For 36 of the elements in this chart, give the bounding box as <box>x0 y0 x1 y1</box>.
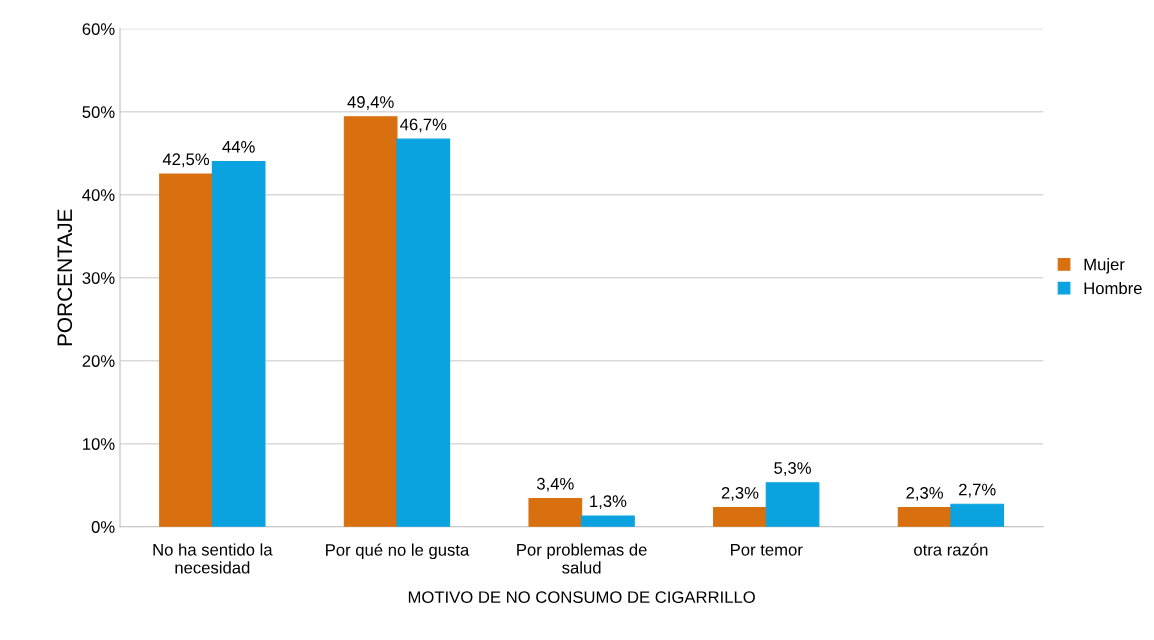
x-tick-label: Por qué no le gusta <box>326 543 470 560</box>
x-tick-label: No ha sentido la necesidad <box>153 543 273 574</box>
bar <box>765 482 820 527</box>
data-label: 49,4% <box>347 96 394 110</box>
bar <box>897 507 952 527</box>
data-label: 46,7% <box>400 118 447 133</box>
y-tick-label: 20% <box>82 355 115 367</box>
y-axis-title: PORCENTAJE <box>57 209 73 346</box>
bar <box>396 138 451 527</box>
bar <box>343 116 398 527</box>
x-tick-label: Por temor <box>731 544 803 556</box>
x-tick-label: otra razón <box>914 543 988 556</box>
bar <box>528 497 583 527</box>
x-axis-title: MOTIVO DE NO CONSUMO DE CIGARRILLO <box>408 591 755 604</box>
data-label: 1,3% <box>590 495 627 510</box>
bar <box>159 173 213 527</box>
data-label: 3,4% <box>536 477 574 492</box>
legend-label: Hombre <box>1084 281 1142 295</box>
y-tick-label: 50% <box>82 106 115 118</box>
y-tick-label: 30% <box>82 272 115 284</box>
y-tick-label: 60% <box>82 23 115 35</box>
data-label: 5,3% <box>774 462 811 476</box>
data-label: 44% <box>222 141 255 153</box>
bar <box>950 503 1005 527</box>
y-tick-label: 40% <box>82 189 115 201</box>
bar <box>713 507 767 527</box>
data-label: 2,7% <box>959 483 996 498</box>
y-tick-label: 0% <box>91 521 115 533</box>
data-label: 2,3% <box>906 486 943 501</box>
data-label: 2,3% <box>721 486 759 501</box>
legend-label: Mujer <box>1084 258 1125 274</box>
x-tick-label: Por problemas de salud <box>517 543 647 574</box>
data-label: 42,5% <box>162 153 210 168</box>
bar <box>211 161 266 527</box>
bar <box>581 515 635 527</box>
y-tick-label: 10% <box>83 438 115 450</box>
